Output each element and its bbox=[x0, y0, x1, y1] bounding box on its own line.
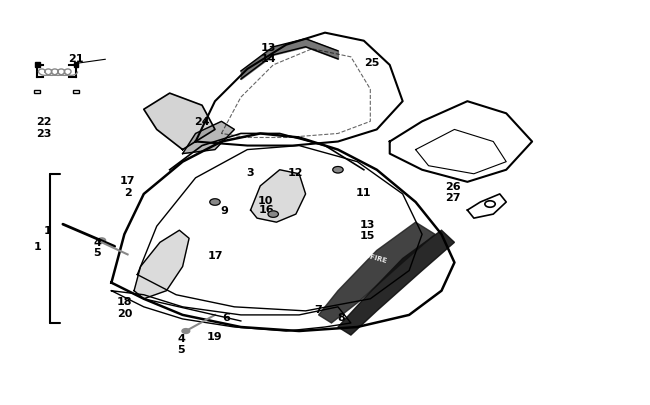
Text: 21: 21 bbox=[68, 53, 84, 64]
Text: 2: 2 bbox=[124, 188, 131, 197]
Bar bbox=[74, 63, 79, 68]
Text: 1: 1 bbox=[44, 226, 52, 236]
Text: 6: 6 bbox=[223, 312, 231, 322]
Text: 19: 19 bbox=[207, 331, 223, 341]
Circle shape bbox=[333, 167, 343, 173]
Text: 23: 23 bbox=[36, 128, 51, 138]
Text: 11: 11 bbox=[356, 188, 372, 197]
Bar bbox=[34, 91, 40, 94]
Text: 27: 27 bbox=[445, 193, 461, 202]
Text: CROSSFIRE: CROSSFIRE bbox=[344, 247, 388, 264]
Text: 20: 20 bbox=[116, 308, 132, 318]
Text: 13: 13 bbox=[261, 43, 276, 53]
Text: 14: 14 bbox=[260, 53, 276, 64]
Text: 4: 4 bbox=[177, 333, 185, 343]
Text: 18: 18 bbox=[116, 296, 132, 306]
Text: 22: 22 bbox=[36, 117, 51, 127]
Circle shape bbox=[98, 238, 105, 243]
Text: 26: 26 bbox=[445, 181, 461, 192]
Bar bbox=[35, 63, 40, 68]
Text: 24: 24 bbox=[194, 116, 210, 126]
Polygon shape bbox=[134, 231, 189, 299]
Text: 17: 17 bbox=[207, 251, 223, 260]
Bar bbox=[73, 91, 79, 94]
Circle shape bbox=[268, 211, 278, 218]
Polygon shape bbox=[318, 223, 435, 323]
Polygon shape bbox=[144, 94, 215, 150]
Polygon shape bbox=[250, 171, 306, 223]
Text: 16: 16 bbox=[259, 205, 274, 215]
Text: 12: 12 bbox=[288, 167, 304, 177]
Text: 15: 15 bbox=[359, 230, 375, 241]
Text: 9: 9 bbox=[221, 206, 229, 215]
Text: 5: 5 bbox=[94, 248, 101, 258]
Text: 10: 10 bbox=[258, 196, 273, 205]
Text: 17: 17 bbox=[120, 175, 135, 185]
Circle shape bbox=[182, 329, 190, 334]
Text: 4: 4 bbox=[93, 238, 101, 248]
Text: 25: 25 bbox=[364, 58, 380, 68]
Text: 13: 13 bbox=[359, 220, 375, 230]
Text: 8: 8 bbox=[337, 312, 345, 322]
Text: 1: 1 bbox=[34, 242, 42, 252]
Text: 7: 7 bbox=[315, 304, 322, 314]
Text: 5: 5 bbox=[177, 344, 185, 354]
Circle shape bbox=[210, 199, 220, 206]
Polygon shape bbox=[183, 122, 235, 154]
Text: 3: 3 bbox=[247, 167, 254, 177]
Polygon shape bbox=[338, 231, 454, 335]
